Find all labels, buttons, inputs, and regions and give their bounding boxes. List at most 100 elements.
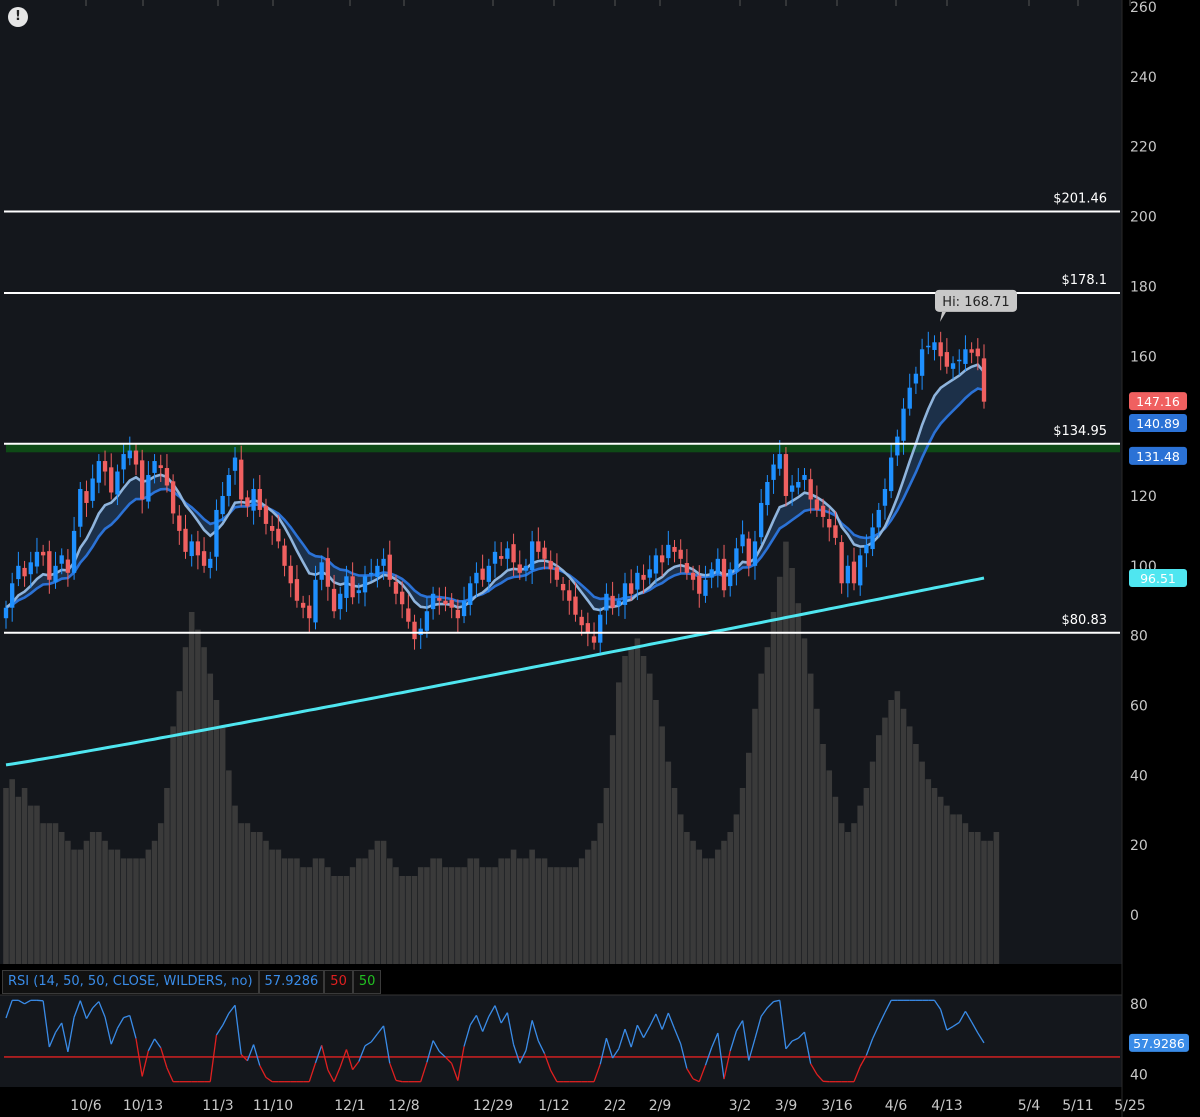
rsi-line-segment <box>958 1011 966 1023</box>
volume-bar <box>430 858 436 964</box>
rsi-line-segment <box>457 1046 465 1081</box>
volume-bar <box>832 796 839 964</box>
candle-body <box>690 572 696 580</box>
candle-body <box>437 597 442 601</box>
volume-bar <box>306 867 313 964</box>
x-axis-tick-label: 11/3 <box>202 1098 233 1114</box>
rsi-line-segment <box>104 1016 112 1045</box>
volume-bar <box>708 858 715 964</box>
volume-bar <box>541 858 548 964</box>
candle-body <box>573 596 578 615</box>
rsi-line-segment <box>395 1079 403 1083</box>
candle-body <box>499 556 504 559</box>
volume-bar <box>838 823 845 964</box>
volume-bar <box>622 656 628 964</box>
rsi-line-segment <box>475 1015 484 1032</box>
volume-bar <box>337 876 344 964</box>
candle-body <box>406 608 411 622</box>
candle-body <box>28 562 33 575</box>
candle-body <box>622 583 628 605</box>
candle-body <box>381 558 386 566</box>
rsi-study-title[interactable]: RSI (14, 50, 50, CLOSE, WILDERS, no) <box>2 970 259 994</box>
volume-bar <box>776 576 783 964</box>
rsi-line-segment <box>116 1017 125 1029</box>
volume-bar <box>195 629 201 964</box>
rsi-study-header[interactable]: RSI (14, 50, 50, CLOSE, WILDERS, no) 57.… <box>2 970 382 994</box>
volume-bar <box>250 832 257 964</box>
rsi-line-segment <box>265 1076 273 1083</box>
volume-bar <box>659 726 665 964</box>
volume-bar <box>733 814 740 964</box>
candle-body <box>177 515 182 531</box>
candle-body <box>814 499 820 510</box>
price-badge <box>1129 392 1187 411</box>
rsi-y-tick-label: 80 <box>1130 997 1148 1013</box>
rsi-line-segment <box>952 1021 960 1027</box>
candle-body <box>22 567 27 577</box>
volume-bar <box>318 858 325 964</box>
volume-bar <box>634 638 641 964</box>
volume-bar <box>380 840 387 964</box>
rsi-line-segment <box>345 1049 354 1070</box>
high-marker-label: Hi: 168.71 <box>942 295 1009 310</box>
candle-body <box>833 525 838 538</box>
x-axis-tick-label: 12/8 <box>388 1098 419 1114</box>
rsi-line-segment <box>240 1054 248 1062</box>
rsi-line-segment <box>463 1024 471 1047</box>
candle-body <box>728 569 733 587</box>
rsi-line-segment <box>110 1028 119 1045</box>
rsi-line-segment <box>735 1020 744 1032</box>
rsi-line-segment <box>779 1000 787 1049</box>
volume-bar <box>752 708 758 964</box>
candle-body <box>424 611 430 631</box>
rsi-line-segment <box>636 1024 645 1038</box>
rsi-line-segment <box>389 1063 397 1081</box>
alert-icon[interactable]: ! <box>8 7 28 27</box>
candle-body <box>430 593 436 610</box>
volume-bar <box>170 726 176 964</box>
rsi-line-segment <box>376 1025 385 1035</box>
candle-body <box>697 575 702 594</box>
rsi-line-segment <box>500 1012 508 1024</box>
rsi-line-segment <box>680 1043 688 1069</box>
price-badge-label: 140.89 <box>1136 416 1180 431</box>
rsi-line-segment <box>964 1011 973 1023</box>
candle-body <box>226 475 232 496</box>
rsi-line-segment <box>98 1001 106 1018</box>
volume-bar <box>826 770 833 964</box>
rsi-line-segment <box>605 1037 614 1059</box>
candle-body <box>362 576 368 593</box>
volume-bar <box>640 656 647 964</box>
candle-body <box>641 574 646 580</box>
volume-bar <box>201 647 207 964</box>
rsi-line-segment <box>531 1020 539 1042</box>
candle-body <box>715 558 721 574</box>
candle-body <box>170 481 176 514</box>
volume-bar <box>58 832 65 964</box>
x-axis-tick-label: 5/4 <box>1018 1098 1041 1114</box>
candle-body <box>678 549 683 559</box>
candle-body <box>288 565 293 584</box>
candle-body <box>47 551 52 580</box>
candle-body <box>604 593 609 611</box>
candle-body <box>443 600 448 605</box>
volume-bar <box>950 814 956 964</box>
volume-bar <box>727 832 734 964</box>
candle-body <box>127 450 132 459</box>
candle-body <box>672 546 677 552</box>
candle-body <box>16 565 21 580</box>
rsi-line-segment <box>977 1032 985 1044</box>
rsi-line-segment <box>661 1012 669 1030</box>
volume-bar <box>263 840 269 964</box>
candle-body <box>412 621 417 640</box>
volume-bar <box>127 858 133 964</box>
volume-bar <box>120 858 127 964</box>
volume-bar <box>411 876 418 964</box>
rsi-line-segment <box>741 1020 750 1061</box>
candle-body <box>969 349 974 353</box>
volume-bar <box>182 647 189 964</box>
y-axis-tick-label: 20 <box>1130 838 1148 854</box>
rsi-line-segment <box>234 1005 242 1055</box>
candle-body <box>591 636 597 643</box>
rsi-line-segment <box>729 1030 738 1052</box>
